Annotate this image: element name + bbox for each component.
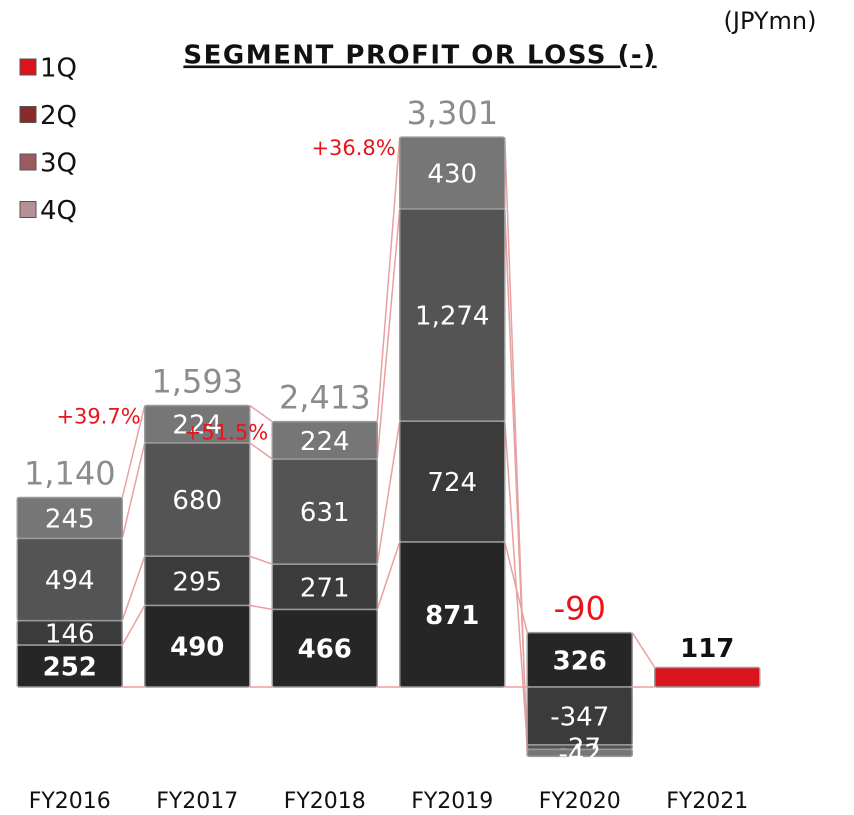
legend-swatch — [19, 201, 37, 218]
legend-swatch — [19, 106, 37, 123]
bar-segment — [144, 404, 251, 444]
connector-line — [249, 604, 273, 611]
data-label: 326 — [553, 646, 607, 676]
data-label: 631 — [300, 498, 350, 528]
connector-line — [376, 421, 401, 565]
growth-label: +39.7% — [56, 405, 140, 429]
connector-line — [121, 555, 146, 621]
data-label: 117 — [680, 634, 734, 664]
total-label: 3,301 — [406, 94, 498, 132]
connector-line — [376, 541, 401, 610]
bar-segment — [654, 666, 761, 688]
connector-line — [376, 208, 401, 460]
x-tick-label: FY2019 — [411, 789, 493, 814]
x-tick-label: FY2016 — [29, 789, 111, 814]
data-label: 466 — [298, 635, 352, 665]
data-label: 295 — [172, 567, 222, 597]
unit-label: (JPYmn) — [724, 7, 817, 35]
bar-segment — [399, 136, 506, 210]
growth-label: +51.5% — [184, 421, 268, 445]
connector-line — [504, 137, 528, 757]
legend-swatch — [19, 58, 37, 76]
bar-segment — [526, 748, 633, 758]
connector-line — [631, 632, 656, 668]
connector-line — [121, 604, 146, 646]
total-label: 1,593 — [151, 363, 243, 401]
connector-line — [121, 442, 146, 539]
total-label: 2,413 — [279, 379, 371, 417]
data-label: -347 — [550, 702, 609, 732]
total-label: -90 — [554, 590, 606, 628]
connector-line — [504, 421, 528, 745]
data-label: 871 — [425, 601, 479, 631]
data-label: 490 — [170, 633, 224, 663]
legend-label: 1Q — [40, 54, 77, 84]
data-label: 1,274 — [415, 302, 489, 332]
growth-label: +36.8% — [311, 136, 395, 160]
bar-segment — [271, 420, 378, 460]
data-label: 680 — [172, 486, 222, 516]
connector-line — [249, 555, 273, 565]
x-tick-label: FY2017 — [156, 789, 238, 814]
data-label: 245 — [45, 504, 95, 534]
data-label: 252 — [43, 653, 97, 683]
data-label: 430 — [427, 160, 477, 190]
total-label: 1,140 — [24, 455, 116, 493]
legend-label: 2Q — [40, 101, 77, 131]
bar-segment — [16, 496, 123, 540]
data-label: 224 — [172, 411, 222, 441]
x-tick-label: FY2020 — [539, 789, 621, 814]
data-label: 146 — [45, 619, 95, 649]
chart-title: SEGMENT PROFIT OR LOSS (-) — [183, 41, 656, 71]
x-tick-label: FY2021 — [666, 789, 748, 814]
legend-swatch — [19, 153, 37, 171]
connector-line — [249, 404, 273, 423]
data-label: 494 — [45, 566, 95, 596]
x-tick-label: FY2018 — [284, 789, 366, 814]
data-label: 724 — [427, 468, 477, 498]
connector-line — [121, 405, 146, 498]
legend-label: 3Q — [40, 149, 77, 179]
data-label: 224 — [300, 427, 350, 457]
data-label: -42 — [559, 739, 601, 769]
data-label: 271 — [300, 573, 350, 603]
connector-line — [249, 442, 273, 460]
connector-line — [376, 137, 401, 422]
legend-label: 4Q — [40, 196, 77, 226]
